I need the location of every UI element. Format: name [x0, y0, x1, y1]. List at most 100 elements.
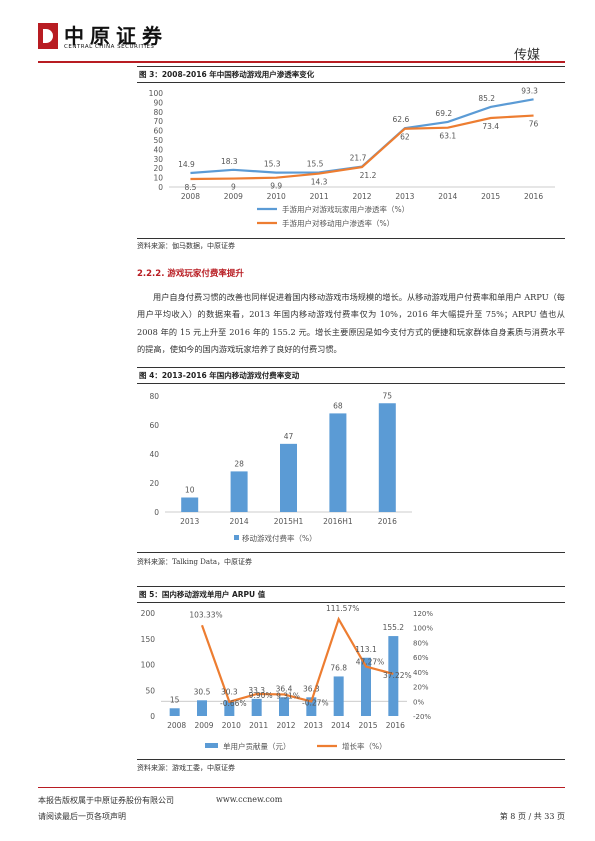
figure5-title: 图 5：国内移动游戏单用户 ARPU 值: [137, 587, 565, 603]
bar-value-label: 36.4: [276, 684, 293, 693]
bar: [361, 657, 371, 716]
bar-value-label: 30.3: [221, 687, 238, 696]
y-tick-label: 0: [154, 508, 159, 517]
data-label-series1: 15.5: [307, 159, 324, 168]
bar: [224, 700, 235, 716]
data-label-series2: 8.5: [184, 183, 196, 192]
bar: [169, 708, 180, 716]
y-tick-label: 90: [153, 98, 163, 107]
bar-value-label: 75: [383, 391, 393, 400]
header-divider: [38, 61, 565, 63]
x-tick-label: 2015H1: [274, 517, 304, 526]
line-value-label: 111.57%: [326, 604, 359, 613]
data-label-series2: 9: [231, 183, 236, 192]
x-tick-label: 2015: [358, 721, 377, 730]
bar-value-label: 155.2: [383, 623, 405, 632]
x-tick-label: 2013: [395, 192, 414, 201]
x-tick-label: 2016: [524, 192, 543, 201]
y-tick-label: 20: [149, 479, 159, 488]
x-tick-label: 2012: [352, 192, 371, 201]
bar: [280, 443, 297, 512]
x-tick-label: 2016: [386, 721, 405, 730]
y-tick-label: 150: [141, 635, 156, 644]
bar: [230, 471, 248, 512]
legend-label: 增长率（%）: [342, 741, 387, 751]
footer-website-link[interactable]: www.ccnew.com: [216, 795, 283, 804]
x-tick-label: 2010: [222, 721, 241, 730]
y-tick-label: 60: [153, 127, 163, 136]
data-label-series1: 18.3: [221, 157, 238, 166]
x-tick-label: 2014: [230, 517, 249, 526]
bar: [181, 497, 199, 512]
report-category: 传媒: [513, 48, 540, 63]
y-tick-label: 50: [145, 686, 155, 695]
bar-value-label: 47: [284, 432, 294, 441]
y-tick-label: 70: [153, 117, 163, 126]
data-label-series2: 76: [529, 120, 539, 129]
bar: [197, 700, 207, 716]
figure4-title: 图 4：2013-2016 年国内移动游戏付费率变动: [137, 368, 565, 384]
y-tick-label: 60: [149, 421, 159, 430]
data-label-series2: 73.4: [482, 122, 499, 131]
section-heading: 2.2.2. 游戏玩家付费率提升: [137, 269, 244, 279]
y-tick-label: 100: [149, 89, 164, 98]
y-tick-label: 20: [153, 164, 163, 173]
page-number: 第 8 页 / 共 33 页: [499, 812, 565, 821]
x-tick-label: 2014: [438, 192, 457, 201]
data-label-series2: 14.3: [311, 178, 328, 187]
y-tick-label: 50: [153, 136, 163, 145]
footer-copyright: 本报告版权属于中原证券股份有限公司: [38, 796, 174, 805]
data-label-series2: 62: [400, 133, 410, 142]
line-value-label: 47.27%: [356, 658, 385, 667]
bar-value-label: 28: [234, 459, 244, 468]
legend-label: 手游用户对游戏玩家用户渗透率（%）: [282, 204, 409, 214]
y2-tick-label: 80%: [413, 639, 429, 647]
data-label-series2: 63.1: [439, 132, 456, 141]
y2-tick-label: -20%: [413, 713, 431, 721]
y2-tick-label: 120%: [413, 610, 433, 618]
line-value-label: 103.33%: [189, 610, 222, 619]
bar: [378, 403, 396, 512]
data-label-series2: 9.9: [270, 182, 282, 191]
x-tick-label: 2011: [310, 192, 329, 201]
bar-value-label: 30.5: [194, 687, 211, 696]
y-tick-label: 10: [153, 174, 163, 183]
y-tick-label: 100: [141, 661, 156, 670]
y-tick-label: 40: [149, 450, 159, 459]
growth-rate-line: [200, 616, 394, 704]
bar: [333, 676, 344, 716]
bar-value-label: 113.1: [355, 645, 377, 654]
legend-label: 移动游戏付费率（%）: [242, 533, 317, 543]
bar: [306, 697, 317, 716]
figure4-box: 图 4：2013-2016 年国内移动游戏付费率变动 0 20 40 60 80 10 20…: [137, 367, 565, 553]
figure5-source: 资料来源：游戏工委，中原证券: [137, 764, 235, 772]
legend-swatch: [234, 535, 239, 540]
section-paragraph: 用户自身付费习惯的改善也同样促进着国内移动游戏市场规模的增长。从移动游戏用户付费…: [137, 292, 565, 355]
y2-tick-label: 0%: [413, 698, 424, 706]
x-tick-label: 2015: [481, 192, 500, 201]
figure4-bar-chart: 0 20 40 60 80 10 2013 28 2014 47 2015H1 68 2016H1 75 2…: [149, 391, 412, 543]
x-tick-label: 2011: [249, 721, 268, 730]
line-value-label: -0.66%: [220, 699, 247, 708]
company-logo-icon: [38, 23, 58, 49]
y2-tick-label: 100%: [413, 625, 433, 633]
y2-tick-label: 40%: [413, 669, 429, 677]
bar: [251, 698, 262, 716]
x-tick-label: 2016: [378, 517, 397, 526]
y-tick-label: 0: [150, 712, 155, 721]
figure5-box: 图 5：国内移动游戏单用户 ARPU 值 0 50 100 150 200 -20% 0% 2…: [137, 586, 565, 760]
line-value-label: 9.31%: [276, 691, 300, 700]
data-label-series1: 15.3: [264, 160, 281, 169]
bar: [388, 636, 399, 716]
figure3-source: 资料来源：伽马数据，中原证券: [137, 242, 235, 250]
line-value-label: -0.27%: [302, 698, 329, 707]
bar: [329, 413, 347, 512]
y-tick-label: 80: [153, 108, 163, 117]
data-label-series1: 85.2: [478, 94, 495, 103]
legend-swatch: [205, 743, 218, 748]
y-tick-label: 80: [149, 392, 159, 401]
y-tick-label: 200: [141, 609, 156, 618]
y-tick-label: 30: [153, 155, 163, 164]
bar-value-label: 76.8: [330, 663, 347, 672]
